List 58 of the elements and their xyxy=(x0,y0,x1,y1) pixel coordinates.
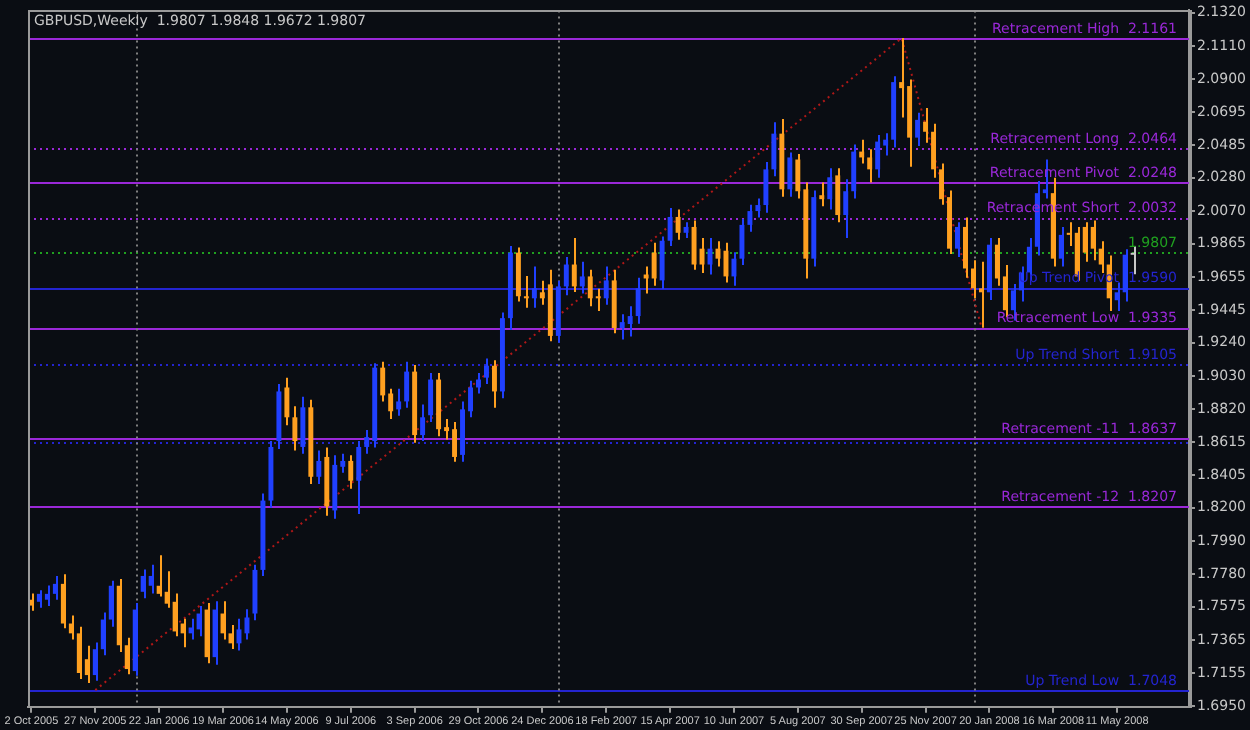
candlestick xyxy=(827,167,833,211)
candlestick xyxy=(978,260,984,329)
candlestick xyxy=(348,454,354,490)
candlestick xyxy=(148,563,154,595)
candlestick xyxy=(611,268,617,335)
candlestick xyxy=(835,167,841,224)
candlestick xyxy=(955,221,960,259)
candlestick xyxy=(659,235,665,290)
candlestick xyxy=(316,449,322,485)
candlestick xyxy=(452,421,458,463)
candlestick xyxy=(603,265,609,306)
candlestick xyxy=(819,181,825,208)
candlestick xyxy=(284,376,290,427)
candlestick xyxy=(986,237,992,301)
candlestick xyxy=(915,111,921,148)
candlestick xyxy=(587,268,593,308)
candlestick xyxy=(627,305,633,338)
candlestick xyxy=(531,265,537,309)
candlestick xyxy=(675,208,681,241)
candlestick xyxy=(1122,248,1128,303)
candlestick xyxy=(204,601,210,665)
candlestick xyxy=(619,313,625,341)
candlestick xyxy=(420,403,426,443)
candlestick xyxy=(491,359,497,409)
candlestick xyxy=(651,241,657,287)
candlestick xyxy=(515,246,521,303)
candlestick xyxy=(292,405,298,452)
candlestick xyxy=(404,360,410,409)
candlestick xyxy=(188,617,194,641)
candlestick xyxy=(1090,219,1096,262)
candlestick xyxy=(356,440,362,516)
candlestick xyxy=(579,260,585,295)
candlestick xyxy=(252,563,258,622)
candlestick xyxy=(484,357,489,385)
candlestick xyxy=(667,206,673,247)
candlestick xyxy=(691,219,697,271)
candlestick xyxy=(300,395,306,455)
candlestick xyxy=(156,554,162,598)
candlestick xyxy=(787,151,793,198)
candlestick xyxy=(396,387,402,417)
candlestick xyxy=(1058,225,1064,268)
candlestick xyxy=(563,256,569,297)
candlestick xyxy=(44,584,50,608)
candlestick xyxy=(523,275,529,309)
candlestick xyxy=(140,568,146,600)
candlestick xyxy=(380,360,386,403)
candlestick xyxy=(867,148,873,184)
candlestick xyxy=(332,454,338,520)
candlestick xyxy=(212,600,218,666)
candlestick xyxy=(428,371,434,424)
candlestick xyxy=(476,371,481,395)
candlestick xyxy=(571,237,577,293)
candlestick xyxy=(52,574,58,601)
candlestick xyxy=(875,133,881,179)
candlestick xyxy=(635,276,641,325)
candlestick xyxy=(196,605,202,638)
candlestick xyxy=(60,573,66,630)
candlestick xyxy=(244,608,250,641)
